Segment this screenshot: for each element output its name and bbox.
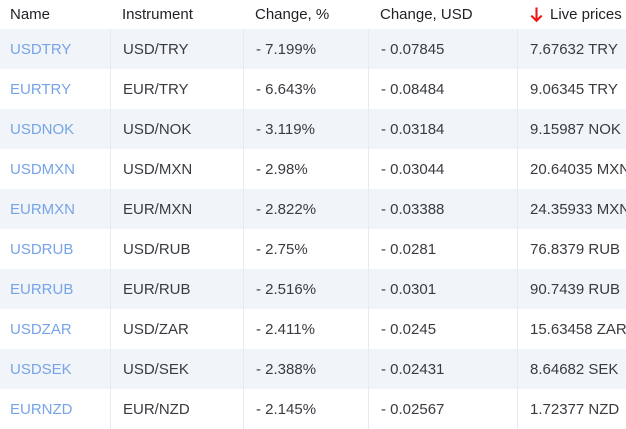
symbol-link[interactable]: USDNOK [10, 120, 75, 138]
symbol-link[interactable]: EURMXN [10, 200, 76, 218]
change-usd-cell: - 0.03184 [368, 109, 517, 149]
column-header-change-usd[interactable]: Change, USD [380, 6, 473, 23]
change-usd-cell: - 0.0301 [368, 269, 517, 309]
live-price-cell: 1.72377 NZD [517, 389, 626, 429]
change-usd-cell: - 0.02431 [368, 349, 517, 389]
change-percent-cell: - 2.516% [243, 269, 368, 309]
live-price-cell: 7.67632 TRY [517, 29, 626, 69]
live-price-cell: 20.64035 MXN [517, 149, 626, 189]
table-row: EURNZD EUR/NZD - 2.145% - 0.02567 1.7237… [0, 389, 626, 429]
name-cell: USDRUB [0, 229, 110, 269]
change-percent-cell: - 2.98% [243, 149, 368, 189]
instrument-cell: USD/TRY [110, 29, 243, 69]
symbol-link[interactable]: EURRUB [10, 280, 74, 298]
change-usd-cell: - 0.08484 [368, 69, 517, 109]
change-percent-cell: - 2.822% [243, 189, 368, 229]
name-cell: EURNZD [0, 389, 110, 429]
symbol-link[interactable]: USDRUB [10, 240, 74, 258]
symbol-link[interactable]: USDZAR [10, 320, 72, 338]
change-percent-cell: - 2.388% [243, 349, 368, 389]
instrument-cell: EUR/RUB [110, 269, 243, 309]
symbol-link[interactable]: USDSEK [10, 360, 72, 378]
name-cell: EURMXN [0, 189, 110, 229]
change-usd-cell: - 0.03388 [368, 189, 517, 229]
instrument-cell: USD/RUB [110, 229, 243, 269]
table-row: USDSEK USD/SEK - 2.388% - 0.02431 8.6468… [0, 349, 626, 389]
table-row: USDTRY USD/TRY - 7.199% - 0.07845 7.6763… [0, 29, 626, 69]
table-body: USDTRY USD/TRY - 7.199% - 0.07845 7.6763… [0, 29, 626, 429]
name-cell: USDMXN [0, 149, 110, 189]
change-percent-cell: - 3.119% [243, 109, 368, 149]
table-row: EURRUB EUR/RUB - 2.516% - 0.0301 90.7439… [0, 269, 626, 309]
change-usd-cell: - 0.0281 [368, 229, 517, 269]
table-row: EURTRY EUR/TRY - 6.643% - 0.08484 9.0634… [0, 69, 626, 109]
live-price-cell: 24.35933 MXN [517, 189, 626, 229]
symbol-link[interactable]: EURNZD [10, 400, 73, 418]
name-cell: USDTRY [0, 29, 110, 69]
instrument-cell: USD/SEK [110, 349, 243, 389]
symbol-link[interactable]: USDMXN [10, 160, 76, 178]
change-usd-cell: - 0.02567 [368, 389, 517, 429]
live-price-cell: 90.7439 RUB [517, 269, 626, 309]
name-cell: EURTRY [0, 69, 110, 109]
change-usd-cell: - 0.0245 [368, 309, 517, 349]
live-price-cell: 8.64682 SEK [517, 349, 626, 389]
change-usd-cell: - 0.07845 [368, 29, 517, 69]
name-cell: USDZAR [0, 309, 110, 349]
instrument-cell: EUR/NZD [110, 389, 243, 429]
change-percent-cell: - 6.643% [243, 69, 368, 109]
live-price-cell: 9.06345 TRY [517, 69, 626, 109]
column-header-instrument[interactable]: Instrument [122, 6, 193, 23]
change-percent-cell: - 2.145% [243, 389, 368, 429]
column-header-live-prices-label: Live prices [550, 6, 622, 23]
table-row: USDMXN USD/MXN - 2.98% - 0.03044 20.6403… [0, 149, 626, 189]
table-row: USDZAR USD/ZAR - 2.411% - 0.0245 15.6345… [0, 309, 626, 349]
change-percent-cell: - 2.75% [243, 229, 368, 269]
column-header-live-prices[interactable]: Live prices [517, 6, 626, 23]
name-cell: EURRUB [0, 269, 110, 309]
table-row: USDNOK USD/NOK - 3.119% - 0.03184 9.1598… [0, 109, 626, 149]
name-cell: USDNOK [0, 109, 110, 149]
instrument-cell: USD/ZAR [110, 309, 243, 349]
table-row: EURMXN EUR/MXN - 2.822% - 0.03388 24.359… [0, 189, 626, 229]
column-header-name[interactable]: Name [10, 6, 51, 23]
live-price-cell: 9.15987 NOK [517, 109, 626, 149]
table-header-row: Name Instrument Change, % Change, USD Li… [0, 0, 626, 29]
name-cell: USDSEK [0, 349, 110, 389]
sort-down-arrow-icon [529, 6, 544, 23]
instrument-cell: EUR/MXN [110, 189, 243, 229]
symbol-link[interactable]: EURTRY [10, 80, 72, 98]
column-header-change-percent[interactable]: Change, % [255, 6, 330, 23]
change-usd-cell: - 0.03044 [368, 149, 517, 189]
live-price-cell: 15.63458 ZAR [517, 309, 626, 349]
instrument-cell: USD/MXN [110, 149, 243, 189]
instrument-cell: USD/NOK [110, 109, 243, 149]
table-row: USDRUB USD/RUB - 2.75% - 0.0281 76.8379 … [0, 229, 626, 269]
live-price-cell: 76.8379 RUB [517, 229, 626, 269]
change-percent-cell: - 2.411% [243, 309, 368, 349]
symbol-link[interactable]: USDTRY [10, 40, 72, 58]
change-percent-cell: - 7.199% [243, 29, 368, 69]
instrument-cell: EUR/TRY [110, 69, 243, 109]
